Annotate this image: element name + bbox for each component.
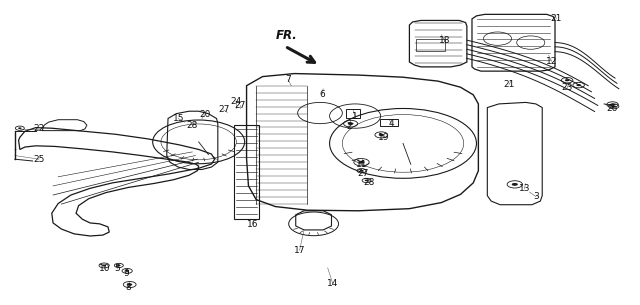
Text: 17: 17 — [294, 246, 305, 255]
Text: 6: 6 — [319, 90, 324, 99]
Text: 4: 4 — [388, 119, 394, 128]
Text: 2: 2 — [346, 122, 351, 131]
Text: 18: 18 — [439, 36, 451, 45]
Text: 28: 28 — [187, 121, 198, 130]
Circle shape — [360, 170, 364, 172]
Circle shape — [18, 127, 22, 129]
Bar — [346, 109, 360, 118]
Text: 12: 12 — [546, 57, 557, 66]
Bar — [234, 124, 259, 219]
Text: 28: 28 — [364, 178, 375, 187]
Circle shape — [117, 265, 120, 266]
Circle shape — [379, 134, 384, 136]
Bar — [416, 39, 445, 51]
Text: 11: 11 — [356, 160, 367, 169]
Circle shape — [612, 106, 616, 107]
Circle shape — [512, 183, 518, 186]
Bar — [380, 119, 398, 126]
Text: FR.: FR. — [275, 29, 297, 42]
Text: 8: 8 — [125, 283, 131, 292]
Text: 7: 7 — [285, 75, 291, 84]
Text: 13: 13 — [518, 185, 530, 193]
Circle shape — [127, 283, 132, 286]
Text: 21: 21 — [503, 80, 515, 89]
Text: 10: 10 — [99, 264, 111, 273]
Text: 26: 26 — [606, 104, 618, 113]
Text: 20: 20 — [200, 110, 211, 119]
Text: 16: 16 — [247, 220, 259, 229]
Text: 23: 23 — [561, 83, 573, 92]
Text: 1: 1 — [352, 112, 358, 120]
Circle shape — [365, 180, 369, 181]
Text: 27: 27 — [357, 169, 369, 178]
Circle shape — [565, 79, 570, 81]
Text: 5: 5 — [115, 264, 120, 273]
Text: 3: 3 — [533, 192, 539, 201]
Circle shape — [358, 161, 365, 164]
Text: 14: 14 — [327, 279, 339, 288]
Circle shape — [348, 122, 353, 125]
Text: 24: 24 — [230, 97, 241, 106]
Text: 25: 25 — [33, 155, 45, 164]
Text: 27: 27 — [218, 106, 229, 114]
Text: 27: 27 — [234, 101, 246, 110]
Text: 15: 15 — [172, 114, 184, 123]
Text: 21: 21 — [550, 14, 562, 23]
Circle shape — [610, 103, 615, 106]
Text: 9: 9 — [123, 269, 129, 278]
Circle shape — [577, 84, 581, 86]
Circle shape — [102, 264, 106, 266]
Text: 19: 19 — [378, 133, 390, 142]
Circle shape — [125, 270, 129, 272]
Text: 22: 22 — [33, 124, 45, 133]
